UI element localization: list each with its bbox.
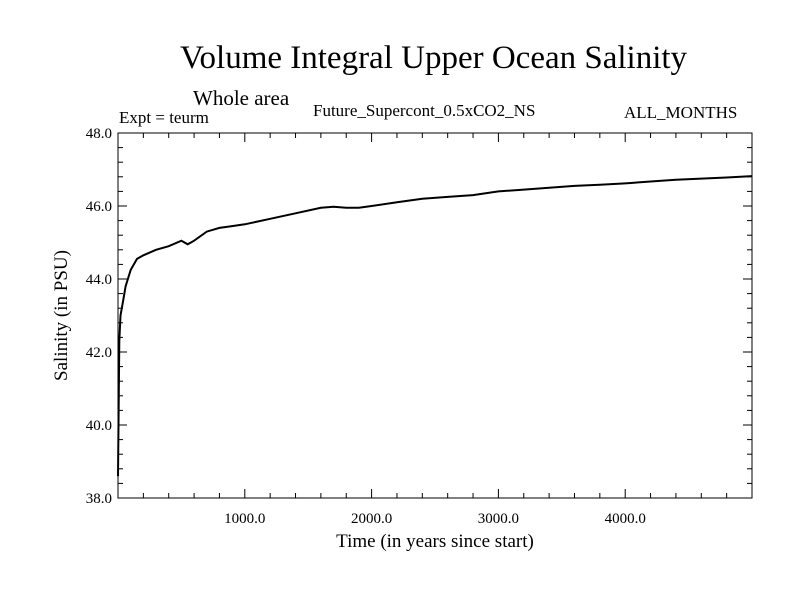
y-tick-label: 46.0 (86, 199, 112, 215)
x-axis-label: Time (in years since start) (336, 531, 534, 552)
y-axis-label: Salinity (in PSU) (51, 250, 72, 381)
chart-subtitle: Whole area (193, 86, 290, 110)
plot-frame (117, 132, 753, 499)
y-tick-labels: 38.0 40.0 42.0 44.0 46.0 48.0 (86, 126, 112, 507)
y-tick-label: 44.0 (86, 272, 112, 288)
axis-ticks (117, 132, 753, 499)
series-line (117, 175, 753, 477)
experiment-name: Future_Supercont_0.5xCO2_NS (313, 101, 536, 120)
y-tick-label: 40.0 (86, 418, 112, 434)
y-tick-label: 42.0 (86, 345, 112, 361)
expt-label: Expt = teurm (119, 108, 209, 127)
y-tick-label: 48.0 (86, 126, 112, 142)
x-tick-label: 2000.0 (351, 511, 392, 527)
x-tick-label: 1000.0 (224, 511, 265, 527)
x-tick-labels: 1000.0 2000.0 3000.0 4000.0 (224, 511, 646, 527)
y-tick-label: 38.0 (86, 491, 112, 507)
chart-title: Volume Integral Upper Ocean Salinity (179, 40, 688, 76)
x-tick-label: 3000.0 (478, 511, 519, 527)
x-tick-label: 4000.0 (605, 511, 646, 527)
months-label: ALL_MONTHS (624, 103, 738, 122)
